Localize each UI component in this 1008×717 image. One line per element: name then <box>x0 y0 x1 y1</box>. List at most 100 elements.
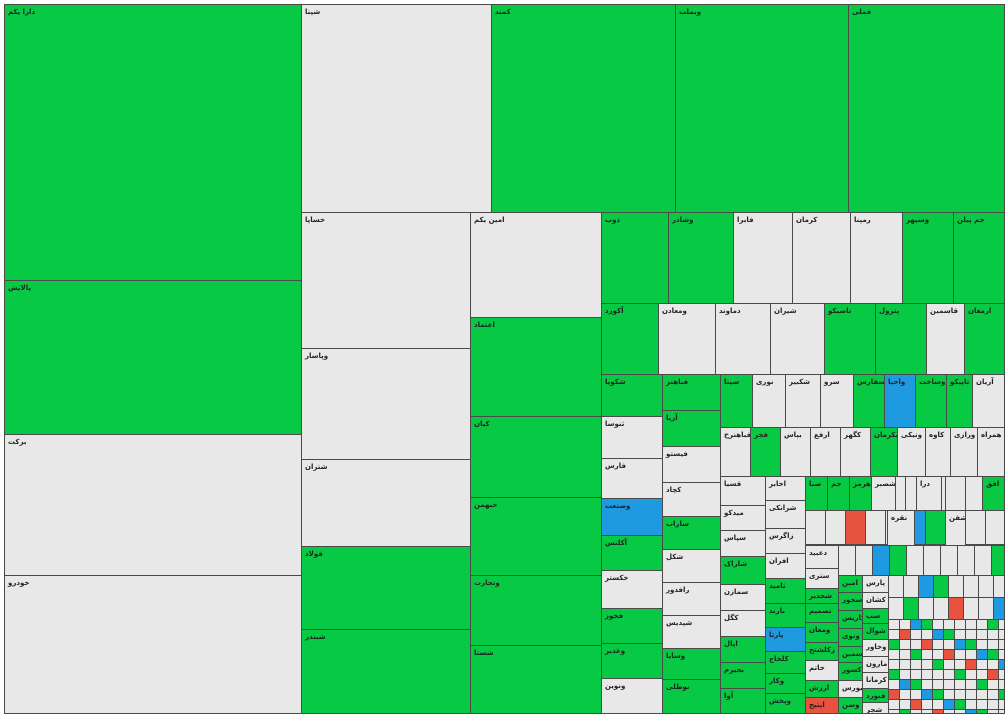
treemap-cell: شپدیس <box>662 615 721 649</box>
treemap-cell: شاراک <box>720 556 766 585</box>
treemap-cell: دماوند <box>715 303 771 375</box>
treemap-cell: پارس <box>862 575 889 593</box>
treemap-cell: پارتا <box>765 627 806 652</box>
cell-label: وغدیر <box>605 647 626 655</box>
small-cell <box>918 575 934 598</box>
treemap-cell: فخوز <box>601 608 663 644</box>
small-cell <box>906 545 924 576</box>
treemap-cell: رمپنا <box>850 212 903 304</box>
cell-label: خودرو <box>8 579 30 587</box>
treemap-cell: خاتم <box>805 660 839 681</box>
cell-label: وسن <box>842 701 860 709</box>
cell-label: وشادر <box>672 216 694 224</box>
small-cell <box>993 575 1005 598</box>
treemap-cell: وپخش <box>765 693 806 714</box>
cell-label: افق <box>986 480 1000 488</box>
treemap-cell: کمند <box>491 4 676 213</box>
cell-label: فنورد <box>866 692 886 700</box>
cell-label: فملی <box>852 8 872 16</box>
cell-label: سخوز <box>842 596 863 604</box>
cell-label: ونیکی <box>901 431 922 439</box>
small-cell <box>933 575 949 598</box>
treemap-cell: شبندر <box>301 629 471 714</box>
cell-label: وسایا <box>666 652 686 660</box>
treemap-cell: کلخاج <box>765 651 806 674</box>
cell-label: فیستو <box>666 450 688 458</box>
small-cell <box>957 545 975 576</box>
cell-label: شجدیر <box>809 592 832 600</box>
treemap-cell: کرمانا <box>862 672 889 689</box>
cell-label: وساخت <box>919 378 946 386</box>
cell-label: تصمیم <box>809 607 832 615</box>
treemap-cell: بجیرم <box>720 662 766 689</box>
treemap-cell: وصنعت <box>601 498 663 536</box>
cell-label: شپنا <box>305 8 321 16</box>
cell-label: فباهنرح <box>724 431 751 439</box>
treemap-cell: شجدیر <box>805 588 839 604</box>
cell-label: ونوی <box>842 632 860 640</box>
treemap-cell: جم پیلن <box>953 212 1005 304</box>
cell-label: شکویا <box>605 378 626 386</box>
cell-label: پالایش <box>8 284 31 292</box>
cell-label: اعتماد <box>474 321 495 329</box>
treemap-cell: فولاد <box>301 546 471 630</box>
treemap-cell: فباهنر <box>662 374 721 411</box>
small-cell <box>963 575 979 598</box>
cell-label: همراه <box>981 431 1002 439</box>
cell-label: نوطلی <box>666 683 690 691</box>
treemap-cell: وسایا <box>662 648 721 680</box>
treemap-cell: اعتماد <box>470 317 602 417</box>
cell-label: مارون <box>866 660 888 668</box>
cell-label: پارتا <box>769 631 784 639</box>
treemap-cell: کگهر <box>840 427 871 477</box>
treemap-cell: ذوب <box>601 212 669 304</box>
cell-label: وپاسار <box>305 352 329 360</box>
treemap-cell: سیتا <box>720 374 753 428</box>
treemap-cell: خساپا <box>301 212 471 349</box>
treemap-cell: ورازی <box>950 427 978 477</box>
treemap-cell: شوال <box>862 623 889 640</box>
treemap-cell: ارفع <box>810 427 841 477</box>
treemap-cell: سخوز <box>838 592 863 611</box>
treemap-cell: خکستر <box>601 570 663 609</box>
small-cell <box>993 597 1005 620</box>
treemap-cell: زاگرس <box>765 528 806 554</box>
small-cell <box>865 510 886 545</box>
small-cell <box>825 510 846 545</box>
cell-label: هرمز <box>853 480 871 488</box>
cell-label: ومعادن <box>662 307 687 315</box>
cell-label: زاگرس <box>769 532 794 540</box>
small-cell <box>872 545 890 576</box>
cell-label: وصنعت <box>605 502 631 510</box>
treemap-cell: میدکو <box>720 505 766 531</box>
cell-label: کشان <box>866 596 886 604</box>
treemap-cell: اخابر <box>765 476 806 501</box>
treemap-cell: کرمان <box>792 212 851 304</box>
cell-label: وخاور <box>866 643 887 651</box>
treemap-cell: صبا <box>805 476 828 511</box>
cell-label: سفارس <box>857 378 885 386</box>
small-cell <box>974 545 992 576</box>
cell-label: کلخاج <box>769 655 789 663</box>
treemap-cell: آریا <box>662 410 721 447</box>
cell-label: ورازی <box>954 431 976 439</box>
treemap-cell: ثنوسا <box>601 416 663 459</box>
treemap-cell: وبملت <box>675 4 849 213</box>
cell-label: شستا <box>474 649 494 657</box>
small-cell <box>903 597 919 620</box>
treemap-cell: شرانکی <box>765 500 806 529</box>
cell-label: شاراک <box>724 560 748 568</box>
cell-label: کگهر <box>844 431 862 439</box>
cell-label: شکل <box>666 553 684 561</box>
treemap-cell: برکت <box>4 434 302 576</box>
treemap-cell: کاوه <box>925 427 951 477</box>
cell-label: امین یکم <box>474 216 505 224</box>
treemap-cell: سپ <box>862 608 889 624</box>
cell-label: آوا <box>724 692 734 700</box>
small-cell <box>925 510 946 545</box>
treemap-cell: وغدیر <box>601 643 663 679</box>
treemap-cell: کگل <box>720 610 766 637</box>
cell-label: فباهنر <box>666 378 689 386</box>
small-cell <box>923 545 941 576</box>
cell-label: پارس <box>866 579 885 587</box>
